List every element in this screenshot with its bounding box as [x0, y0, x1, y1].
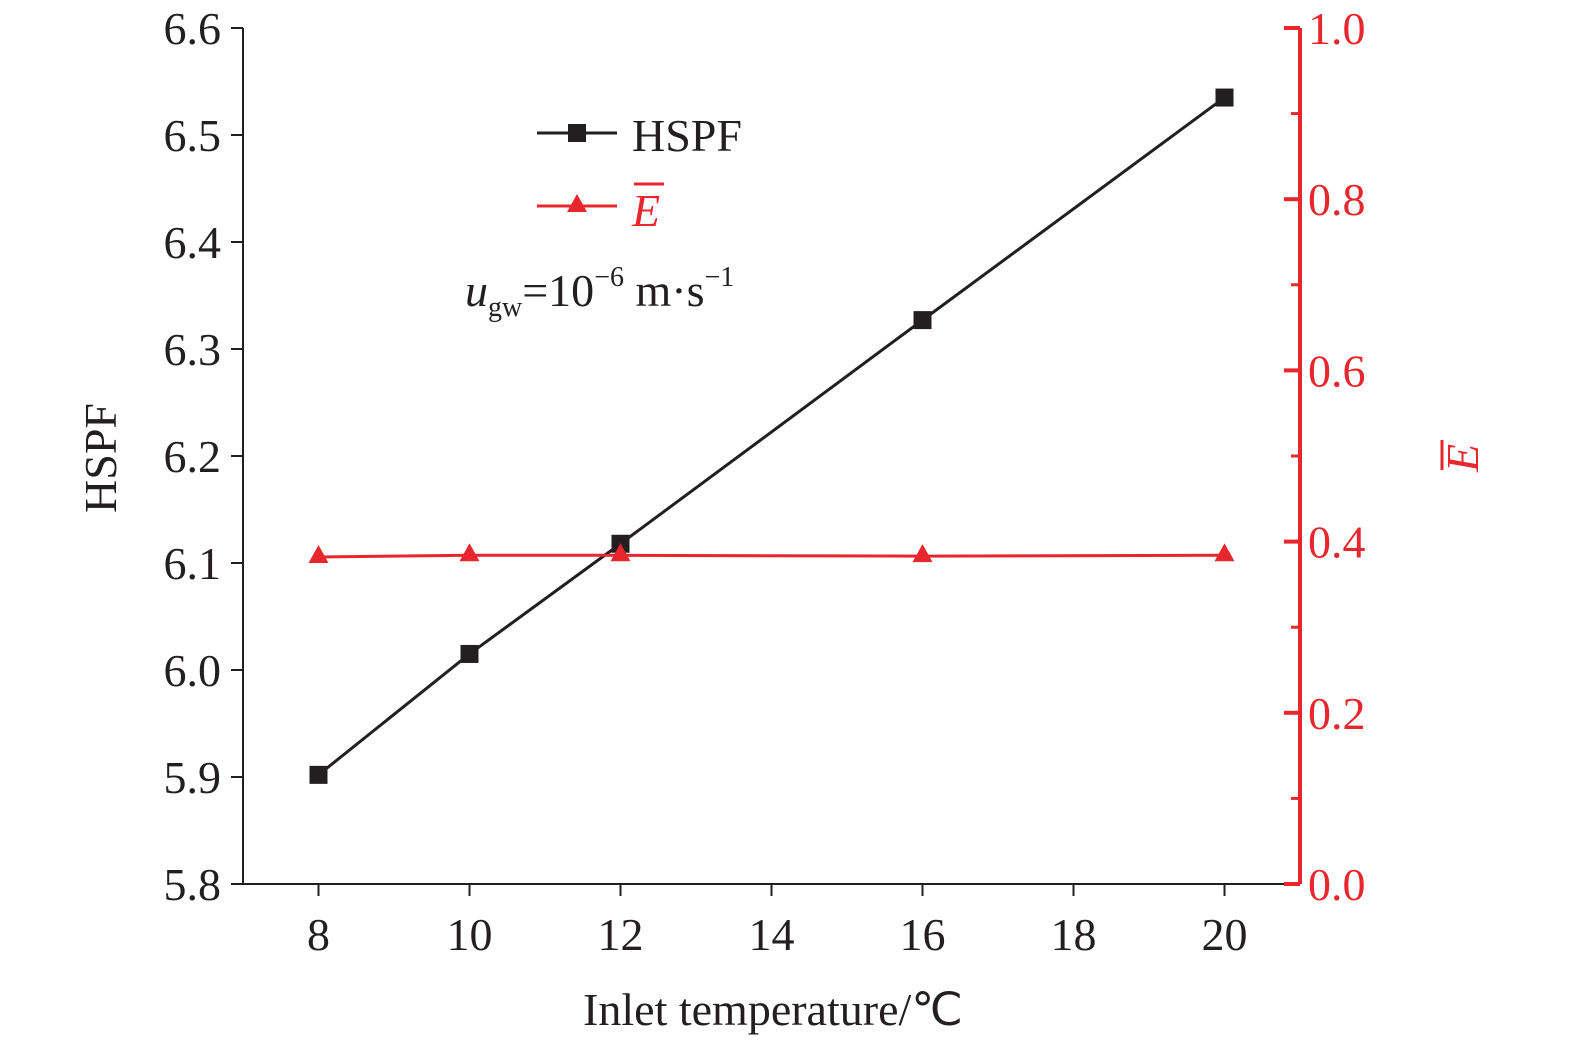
data-point-e	[1214, 543, 1235, 562]
y-left-tick-label: 6.5	[164, 110, 222, 161]
x-tick-label: 18	[1051, 909, 1097, 960]
annotation-unit-exp: −1	[704, 262, 734, 293]
data-point-hspf	[309, 765, 328, 784]
x-tick-label: 14	[749, 909, 795, 960]
data-point-hspf	[460, 644, 479, 663]
x-tick-label: 12	[598, 909, 644, 960]
annotation-eq: =10	[522, 265, 594, 316]
y-left-tick-label: 6.3	[164, 324, 222, 375]
data-point-e	[912, 544, 933, 563]
y-axis-right-label-group: E	[1437, 440, 1488, 473]
x-tick-label: 8	[307, 909, 330, 960]
data-point-e	[459, 543, 480, 562]
y-left-tick-label: 5.8	[164, 859, 222, 910]
y-right-tick-label: 0.0	[1308, 859, 1366, 910]
x-axis-label: Inlet temperature/℃	[583, 984, 963, 1035]
annotation-sub: gw	[488, 292, 523, 323]
y-left-tick-label: 6.2	[164, 431, 222, 482]
y-right-tick-label: 0.8	[1308, 174, 1366, 225]
x-tick-label: 10	[447, 909, 493, 960]
y-right-tick-label: 0.4	[1308, 517, 1366, 568]
y-right-tick-label: 0.2	[1308, 688, 1366, 739]
annotation-exp: −6	[594, 262, 624, 293]
x-tick-label: 20	[1202, 909, 1248, 960]
data-point-e	[308, 545, 329, 564]
y-left-tick-label: 6.0	[164, 645, 222, 696]
y-left-tick-label: 6.4	[164, 217, 222, 268]
axes: 8 10 12 14 16 18 20 5.8 5.9 6.0 6.1 6.2 6.3 6.4 6.5 6.6…	[164, 3, 1366, 960]
y-axis-right-label: E	[1437, 444, 1488, 473]
series-line-hspf	[317, 96, 1226, 777]
data-point-hspf	[1215, 88, 1234, 107]
y-left-tick-label: 5.9	[164, 752, 222, 803]
legend: HSPF E	[537, 110, 742, 236]
data-point-e	[610, 543, 631, 562]
annotation-var: u	[465, 265, 488, 316]
data-point-hspf	[913, 311, 932, 330]
legend-hspf-marker	[568, 124, 586, 142]
y-right-tick-label: 0.6	[1308, 345, 1366, 396]
y-axis-left-label: HSPF	[75, 403, 126, 513]
legend-e-label: E	[631, 185, 660, 236]
series-layer	[308, 88, 1235, 784]
annotation-unit: m·s	[624, 265, 705, 316]
series-line-e	[318, 553, 1225, 559]
x-tick-label: 16	[900, 909, 946, 960]
y-left-tick-label: 6.1	[164, 538, 222, 589]
y-right-tick-label: 1.0	[1308, 3, 1366, 54]
flow-velocity-annotation: ugw=10−6 m·s−1	[465, 262, 734, 323]
y-left-tick-label: 6.6	[164, 3, 222, 54]
legend-e-marker	[567, 194, 587, 212]
legend-hspf-label: HSPF	[632, 110, 742, 161]
